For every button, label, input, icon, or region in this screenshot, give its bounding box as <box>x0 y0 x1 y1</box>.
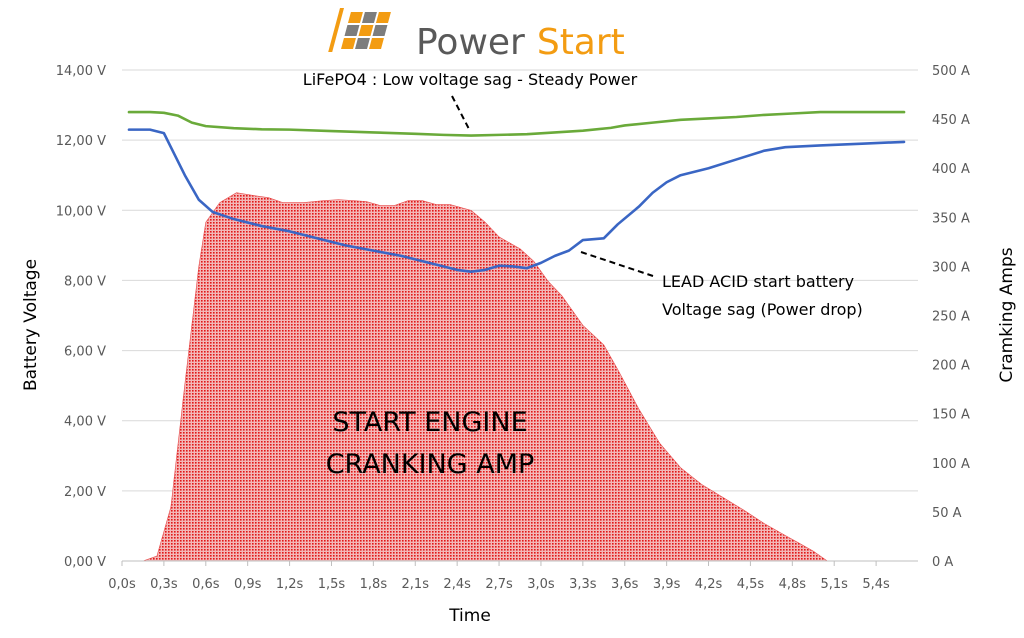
y-left-tick-label-0: 0,00 V <box>64 555 106 570</box>
y-right-tick-label-10: 500 A <box>932 64 970 79</box>
y-right-tick-label-7: 350 A <box>932 211 970 226</box>
y-axis-right-title: Cramking Amps <box>997 247 1017 382</box>
annotation-lifepo4-leader <box>451 95 471 132</box>
x-tick-label-3: 0,9s <box>234 577 262 592</box>
annotation-lifepo4: LiFePO4 : Low voltage sag - Steady Power <box>303 70 638 89</box>
y-left-tick-label-1: 2,00 V <box>64 485 106 500</box>
y-left-tick-label-4: 8,00 V <box>64 274 106 289</box>
y-right-tick-label-0: 0 A <box>932 555 953 570</box>
x-tick-label-14: 4,2s <box>695 577 723 592</box>
x-tick-label-7: 2,1s <box>402 577 430 592</box>
voltage-lines <box>127 110 906 273</box>
cranking-amps-area <box>142 192 829 562</box>
y-right-tick-label-3: 150 A <box>932 408 970 423</box>
annotation-leadacid-line2: Voltage sag (Power drop) <box>662 300 863 319</box>
y-left-tick-label-2: 4,00 V <box>64 415 106 430</box>
y-right-tick-label-4: 200 A <box>932 359 970 374</box>
annotation-leadacid-line1: LEAD ACID start battery <box>662 272 854 291</box>
brand-name-part2: Start <box>537 22 625 63</box>
area-label-line2: CRANKING AMP <box>326 449 535 480</box>
series-line-lead-acid <box>127 128 906 273</box>
x-tick-label-4: 1,2s <box>276 577 304 592</box>
x-tick-label-5: 1,5s <box>318 577 346 592</box>
area-label-line1: START ENGINE <box>332 407 527 438</box>
y-right-tick-label-1: 50 A <box>932 506 962 521</box>
x-tick-label-13: 3,9s <box>653 577 681 592</box>
x-tick-label-9: 2,7s <box>485 577 513 592</box>
y-left-tick-label-5: 10,00 V <box>56 204 106 219</box>
y-left-tick-label-7: 14,00 V <box>56 64 106 79</box>
annotation-leadacid-leader <box>580 251 654 277</box>
x-tick-label-2: 0,6s <box>192 577 220 592</box>
series-area-cranking-amps <box>142 192 829 562</box>
x-tick-label-18: 5,4s <box>862 577 890 592</box>
series-line-lifepo4 <box>127 110 906 137</box>
y-right-tick-label-2: 100 A <box>932 457 970 472</box>
y-left-tick-label-6: 12,00 V <box>56 134 106 149</box>
x-tick-label-16: 4,8s <box>779 577 807 592</box>
axes: 0,0s 0,3s 0,6s 0,9s 1,2s 1,5s 1,8s 2,1s 2,4s 2,7s… <box>56 64 970 592</box>
x-tick-label-11: 3,3s <box>569 577 597 592</box>
grid-logo-icon <box>328 8 391 52</box>
x-tick-label-10: 3,0s <box>527 577 555 592</box>
y-right-tick-label-6: 300 A <box>932 260 970 275</box>
x-axis-title: Time <box>448 606 491 626</box>
x-tick-label-8: 2,4s <box>443 577 471 592</box>
x-tick-label-12: 3,6s <box>611 577 639 592</box>
brand-logo: Power Start <box>328 8 625 63</box>
x-tick-label-0: 0,0s <box>108 577 136 592</box>
y-axis-left-title: Battery Voltage <box>21 259 41 391</box>
x-tick-label-1: 0,3s <box>150 577 178 592</box>
x-tick-label-15: 4,5s <box>737 577 765 592</box>
y-right-tick-label-8: 400 A <box>932 162 970 177</box>
x-tick-label-17: 5,1s <box>820 577 848 592</box>
x-tick-label-6: 1,8s <box>360 577 388 592</box>
brand-name-part1: Power <box>416 22 525 63</box>
y-left-tick-label-3: 6,00 V <box>64 345 106 360</box>
y-right-tick-label-5: 250 A <box>932 310 970 325</box>
brand-name: Power Start <box>416 22 625 63</box>
y-right-tick-label-9: 450 A <box>932 113 970 128</box>
